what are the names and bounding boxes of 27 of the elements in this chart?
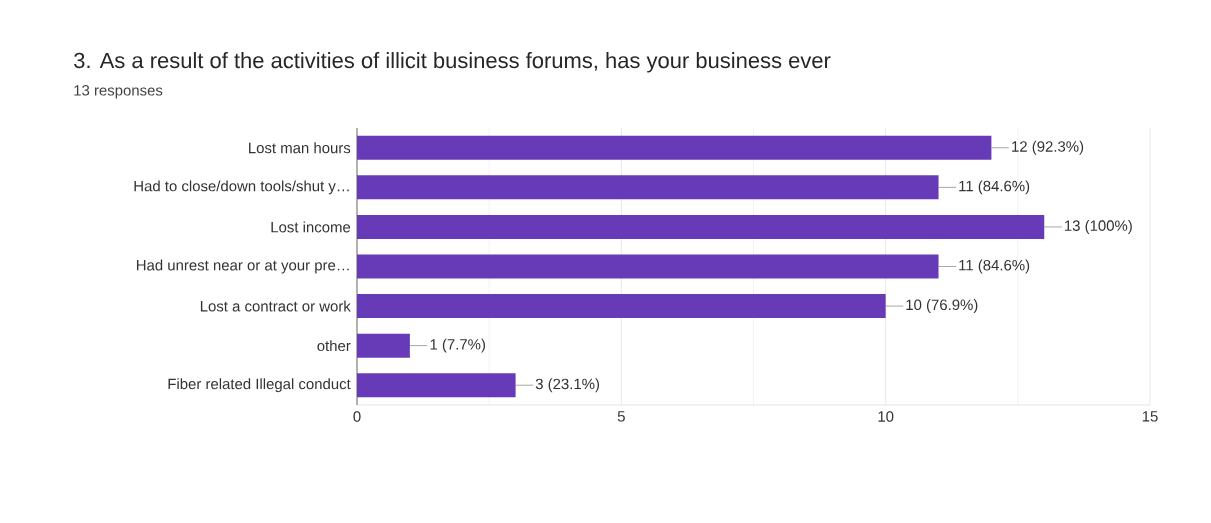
x-tick-label: 5 bbox=[617, 411, 625, 422]
x-tick-label: 0 bbox=[353, 411, 361, 422]
bar bbox=[357, 294, 886, 319]
y-tick-label: Had unrest near or at your pre… bbox=[136, 259, 349, 274]
y-tick-label: Lost a contract or work bbox=[200, 300, 351, 312]
bar bbox=[357, 373, 516, 398]
chart-title: 3. As a result of the activities of illicit business forums, has your business ever bbox=[74, 52, 831, 73]
bar bbox=[357, 135, 992, 160]
y-tick-label: Lost man hours bbox=[249, 142, 351, 154]
data-label: 3 (23.1%) bbox=[535, 378, 600, 393]
y-tick-label: Lost income bbox=[271, 221, 351, 233]
data-label: 11 (84.6%) bbox=[959, 180, 1030, 195]
y-tick-label: Had to close/down tools/shut y… bbox=[134, 180, 349, 195]
data-label: 1 (7.7%) bbox=[430, 338, 485, 353]
bar bbox=[357, 214, 1045, 239]
bar bbox=[357, 254, 939, 279]
data-label: 12 (92.3%) bbox=[1012, 140, 1084, 155]
bar bbox=[357, 175, 939, 200]
data-label: 11 (84.6%) bbox=[959, 259, 1030, 274]
y-tick-label: Fiber related Illegal conduct bbox=[168, 378, 351, 393]
y-tick-label: other bbox=[317, 340, 351, 352]
bar bbox=[357, 333, 410, 358]
data-label: 13 (100%) bbox=[1065, 219, 1132, 234]
text: 13 responses bbox=[74, 85, 163, 99]
x-tick-label: 10 bbox=[878, 411, 894, 422]
data-label: 10 (76.9%) bbox=[906, 299, 978, 314]
x-tick-label: 15 bbox=[1142, 411, 1158, 422]
